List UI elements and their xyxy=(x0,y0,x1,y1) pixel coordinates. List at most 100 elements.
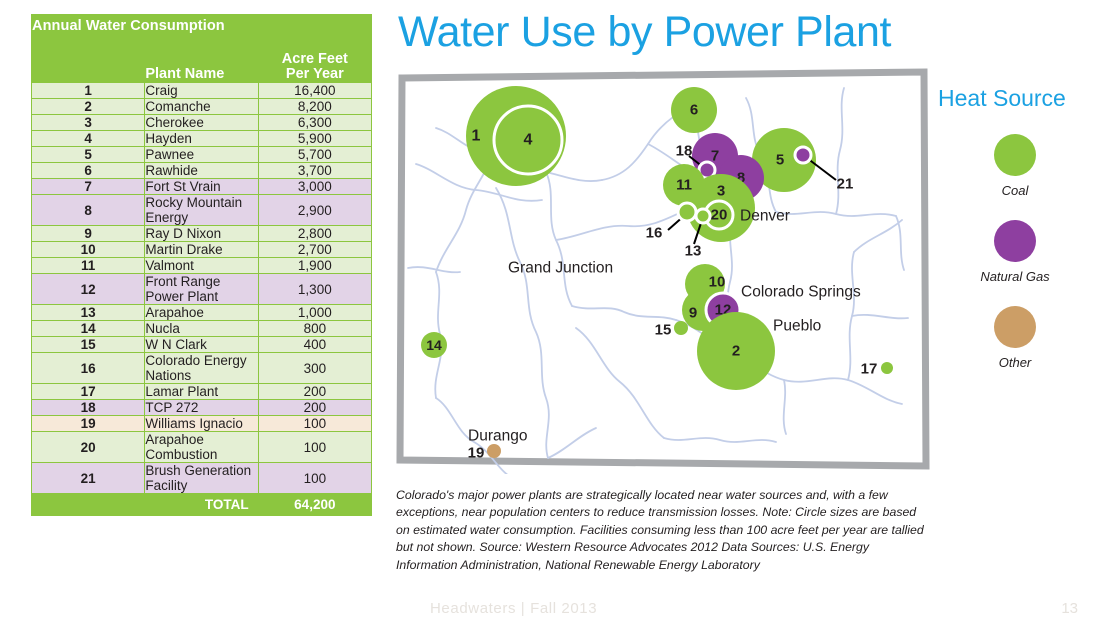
cell-plant-name: Valmont xyxy=(144,257,259,274)
plant-number-label-8: 8 xyxy=(737,170,745,187)
cell-plant-name: Comanche xyxy=(144,98,259,115)
plant-bubble-21[interactable] xyxy=(793,145,813,165)
cell-rank: 11 xyxy=(30,257,146,274)
plant-number-label-16: 16 xyxy=(646,225,663,242)
cell-acre-feet: 2,800 xyxy=(257,225,373,242)
table-row: 15 W N Clark 400 xyxy=(30,336,373,353)
table-row: 21 Brush Generation Facility 100 xyxy=(30,462,373,494)
cell-plant-name: Cherokee xyxy=(144,114,259,131)
city-labels-layer: Grand Junction Denver Colorado Springs Pueb… xyxy=(468,208,861,445)
plant-number-label-19: 19 xyxy=(468,445,485,462)
table-row: 8 Rocky Mountain Energy 2,900 xyxy=(30,194,373,226)
total-blank-rank xyxy=(30,493,146,516)
legend-items: Coal Natural Gas Other xyxy=(940,134,1090,370)
legend-swatch-circle-icon xyxy=(994,134,1036,176)
cell-rank: 8 xyxy=(30,194,146,226)
plant-number-label-10: 10 xyxy=(709,274,726,291)
plant-number-label-7: 7 xyxy=(711,148,719,165)
table-total-row: TOTAL 64,200 xyxy=(30,493,373,516)
column-header-acre-feet: Acre Feet Per Year xyxy=(257,36,373,83)
cell-rank: 20 xyxy=(30,431,146,463)
table-body: 1 Craig 16,400 2 Comanche 8,200 3 Cherokee 6,300… xyxy=(30,82,373,494)
water-consumption-table: Annual Water Consumption Plant Name Acre… xyxy=(30,14,373,516)
cell-acre-feet: 300 xyxy=(257,352,373,384)
cell-plant-name: Martin Drake xyxy=(144,241,259,258)
plant-bubble-6[interactable] xyxy=(671,87,717,133)
cell-plant-name: Arapahoe Combustion xyxy=(144,431,259,463)
cell-rank: 3 xyxy=(30,114,146,131)
cell-rank: 12 xyxy=(30,273,146,305)
plant-bubble-14[interactable] xyxy=(421,332,447,358)
cell-plant-name: Brush Generation Facility xyxy=(144,462,259,494)
cell-acre-feet: 6,300 xyxy=(257,114,373,131)
city-label: Denver xyxy=(740,208,790,225)
plant-bubble-13[interactable] xyxy=(694,207,712,225)
cell-acre-feet: 16,400 xyxy=(257,82,373,99)
cell-plant-name: Rocky Mountain Energy xyxy=(144,194,259,226)
cell-acre-feet: 1,000 xyxy=(257,304,373,321)
plant-bubble-17[interactable] xyxy=(881,362,893,374)
plant-number-label-3: 3 xyxy=(717,183,725,200)
footer-page-number: 13 xyxy=(1061,600,1078,617)
legend-item: Natural Gas xyxy=(940,220,1090,284)
cell-acre-feet: 2,700 xyxy=(257,241,373,258)
column-header-acre-feet-line2: Per Year xyxy=(285,65,344,82)
cell-rank: 4 xyxy=(30,130,146,147)
table-row: 5 Pawnee 5,700 xyxy=(30,146,373,163)
table-row: 17 Lamar Plant 200 xyxy=(30,383,373,400)
cell-plant-name: W N Clark xyxy=(144,336,259,353)
cell-acre-feet: 200 xyxy=(257,383,373,400)
cell-rank: 21 xyxy=(30,462,146,494)
table-row: 19 Williams Ignacio 100 xyxy=(30,415,373,432)
plant-bubble-5[interactable] xyxy=(752,128,816,192)
cell-plant-name: Fort St Vrain xyxy=(144,178,259,195)
cell-plant-name: Ray D Nixon xyxy=(144,225,259,242)
cell-acre-feet: 800 xyxy=(257,320,373,337)
plant-bubble-19[interactable] xyxy=(487,444,501,458)
plant-bubble-4[interactable] xyxy=(492,104,564,176)
table-row: 16 Colorado Energy Nations 300 xyxy=(30,352,373,384)
plant-number-label-4: 4 xyxy=(524,132,533,149)
cell-plant-name: Colorado Energy Nations xyxy=(144,352,259,384)
plant-bubble-15[interactable] xyxy=(674,321,688,335)
plant-bubble-2[interactable] xyxy=(697,312,775,390)
plant-bubble-16[interactable] xyxy=(676,201,698,223)
plant-number-label-5: 5 xyxy=(776,152,784,169)
cell-plant-name: TCP 272 xyxy=(144,399,259,416)
colorado-map: 1 4 6 5 21 7 8 18 11 3 20 16 13 10 9 12 2 15 17 14 19 Grand … xyxy=(396,68,930,474)
table-row: 7 Fort St Vrain 3,000 xyxy=(30,178,373,195)
table-row: 13 Arapahoe 1,000 xyxy=(30,304,373,321)
cell-acre-feet: 3,000 xyxy=(257,178,373,195)
legend-swatch-circle-icon xyxy=(994,220,1036,262)
cell-plant-name: Nucla xyxy=(144,320,259,337)
cell-acre-feet: 100 xyxy=(257,431,373,463)
footer-publication: Headwaters | Fall 2013 xyxy=(430,600,598,617)
table-row: 12 Front Range Power Plant 1,300 xyxy=(30,273,373,305)
cell-plant-name: Front Range Power Plant xyxy=(144,273,259,305)
column-header-acre-feet-line1: Acre Feet xyxy=(281,50,348,67)
city-label: Durango xyxy=(468,428,527,445)
cell-rank: 16 xyxy=(30,352,146,384)
plant-number-label-11: 11 xyxy=(676,177,692,194)
table-row: 2 Comanche 8,200 xyxy=(30,98,373,115)
cell-plant-name: Pawnee xyxy=(144,146,259,163)
cell-plant-name: Rawhide xyxy=(144,162,259,179)
plant-number-label-6: 6 xyxy=(690,102,698,119)
cell-rank: 5 xyxy=(30,146,146,163)
legend-title: Heat Source xyxy=(938,85,1066,111)
cell-plant-name: Craig xyxy=(144,82,259,99)
legend-swatch-circle-icon xyxy=(994,306,1036,348)
cell-rank: 14 xyxy=(30,320,146,337)
cell-acre-feet: 5,700 xyxy=(257,146,373,163)
cell-rank: 2 xyxy=(30,98,146,115)
table-caption: Annual Water Consumption xyxy=(31,14,372,37)
cell-acre-feet: 5,900 xyxy=(257,130,373,147)
plant-number-label-17: 17 xyxy=(861,361,878,378)
cell-acre-feet: 200 xyxy=(257,399,373,416)
cell-rank: 13 xyxy=(30,304,146,321)
cell-acre-feet: 8,200 xyxy=(257,98,373,115)
cell-rank: 6 xyxy=(30,162,146,179)
figure-caption: Colorado's major power plants are strate… xyxy=(396,488,924,572)
city-label: Pueblo xyxy=(773,318,821,335)
